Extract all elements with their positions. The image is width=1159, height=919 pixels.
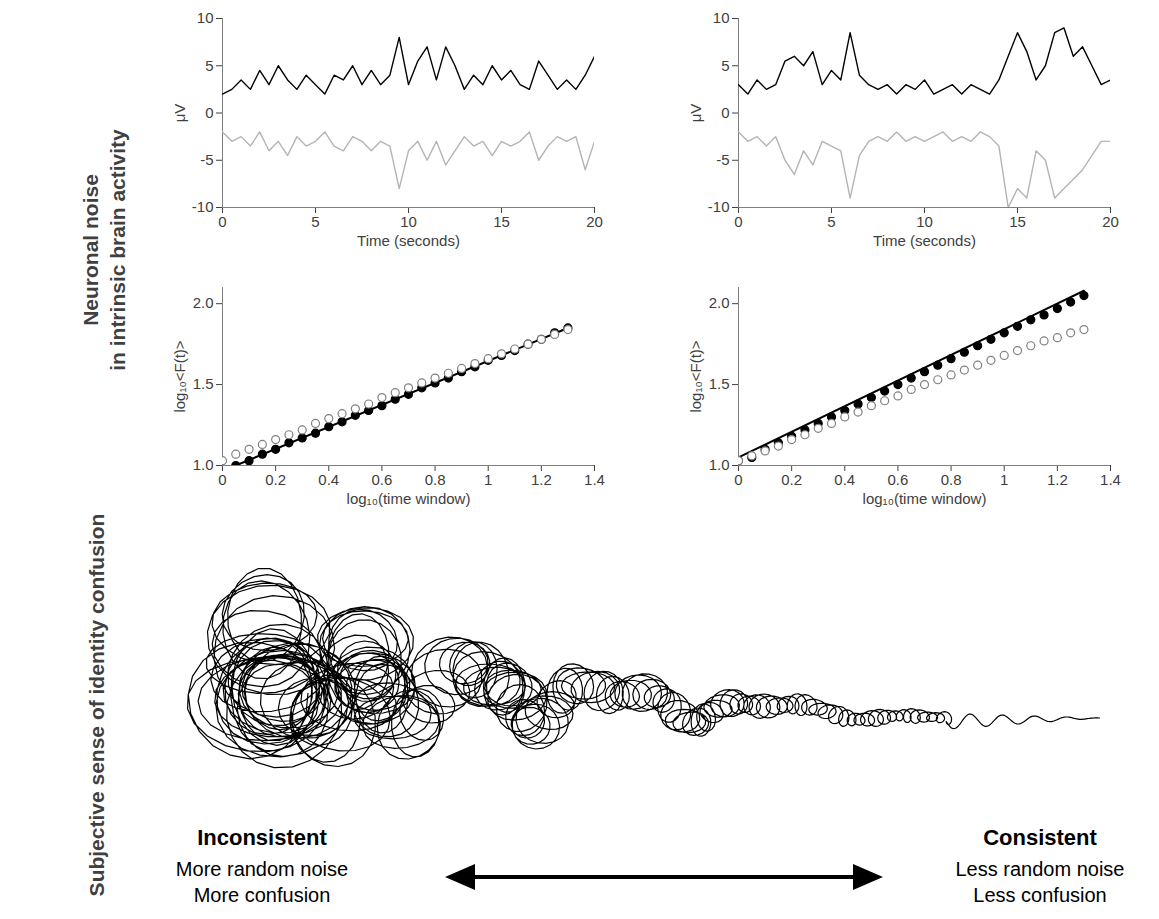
svg-text:log₁₀(time window): log₁₀(time window) [863, 490, 987, 507]
svg-text:0: 0 [734, 471, 742, 488]
svg-text:0.2: 0.2 [781, 471, 802, 488]
svg-text:-10: -10 [192, 198, 214, 215]
svg-text:-5: -5 [716, 151, 729, 168]
svg-text:1.2: 1.2 [531, 471, 552, 488]
svg-text:15: 15 [1009, 213, 1026, 230]
svg-text:0.8: 0.8 [425, 471, 446, 488]
svg-text:20: 20 [586, 213, 603, 230]
svg-text:1.4: 1.4 [584, 471, 605, 488]
svg-text:Less random noise: Less random noise [956, 858, 1125, 880]
svg-text:Time (seconds): Time (seconds) [357, 232, 460, 249]
svg-text:More confusion: More confusion [194, 884, 331, 906]
svg-text:5: 5 [311, 213, 319, 230]
svg-text:Consistent: Consistent [983, 825, 1097, 850]
svg-text:Inconsistent: Inconsistent [197, 825, 327, 850]
svg-text:10: 10 [713, 9, 730, 26]
svg-text:log₁₀(time window): log₁₀(time window) [347, 490, 471, 507]
svg-text:0: 0 [205, 104, 213, 121]
svg-text:20: 20 [1102, 213, 1119, 230]
svg-text:5: 5 [205, 57, 213, 74]
svg-text:μV: μV [687, 104, 704, 123]
svg-text:1.5: 1.5 [709, 375, 730, 392]
svg-text:1: 1 [1000, 471, 1008, 488]
svg-text:0.2: 0.2 [265, 471, 286, 488]
svg-text:-5: -5 [200, 151, 213, 168]
svg-text:0.4: 0.4 [834, 471, 855, 488]
svg-text:More random noise: More random noise [176, 858, 348, 880]
svg-text:1: 1 [484, 471, 492, 488]
svg-text:0.6: 0.6 [887, 471, 908, 488]
svg-text:Less confusion: Less confusion [973, 884, 1106, 906]
svg-text:Time (seconds): Time (seconds) [873, 232, 976, 249]
svg-text:5: 5 [721, 57, 729, 74]
svg-text:1.0: 1.0 [709, 456, 730, 473]
svg-text:1.0: 1.0 [193, 456, 214, 473]
svg-text:1.2: 1.2 [1047, 471, 1068, 488]
svg-text:in intrinsic brain activity: in intrinsic brain activity [106, 129, 129, 371]
svg-text:Subjective sense of identity c: Subjective sense of identity confusion [85, 514, 108, 897]
svg-text:0.6: 0.6 [371, 471, 392, 488]
svg-text:10: 10 [400, 213, 417, 230]
svg-text:μV: μV [171, 104, 188, 123]
svg-text:0: 0 [734, 213, 742, 230]
svg-text:Neuronal noise: Neuronal noise [79, 174, 102, 326]
svg-text:10: 10 [916, 213, 933, 230]
svg-text:-10: -10 [708, 198, 730, 215]
svg-text:0.4: 0.4 [318, 471, 339, 488]
svg-text:0.8: 0.8 [941, 471, 962, 488]
svg-text:log₁₀<F(t)>: log₁₀<F(t)> [171, 340, 188, 412]
svg-text:0: 0 [218, 213, 226, 230]
svg-text:10: 10 [197, 9, 214, 26]
svg-text:2.0: 2.0 [709, 294, 730, 311]
svg-text:5: 5 [827, 213, 835, 230]
svg-text:log₁₀<F(t)>: log₁₀<F(t)> [687, 340, 704, 412]
svg-text:2.0: 2.0 [193, 294, 214, 311]
svg-text:1.4: 1.4 [1100, 471, 1121, 488]
svg-text:0: 0 [721, 104, 729, 121]
svg-text:1.5: 1.5 [193, 375, 214, 392]
svg-text:0: 0 [218, 471, 226, 488]
svg-text:15: 15 [493, 213, 510, 230]
